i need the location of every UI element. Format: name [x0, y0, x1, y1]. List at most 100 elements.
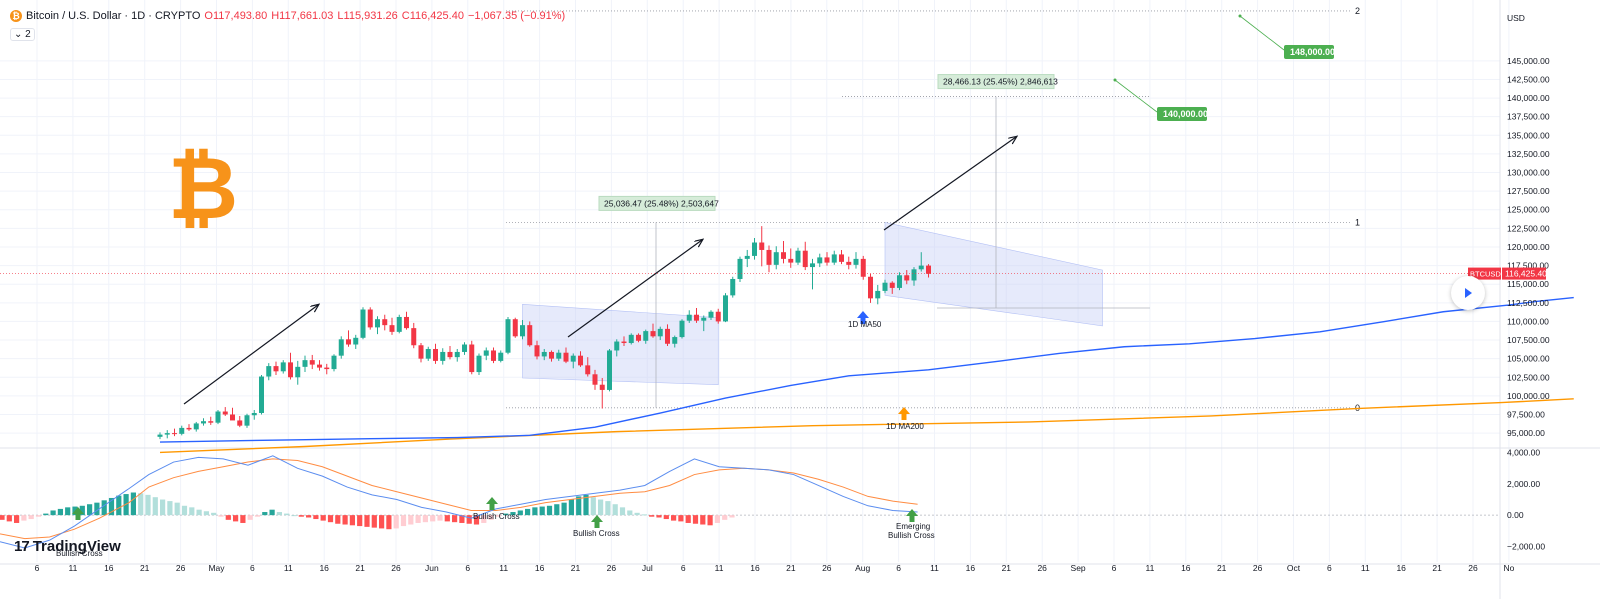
candle-body	[824, 257, 830, 263]
macd-line	[0, 455, 918, 549]
bullish-cross-arrow	[486, 497, 498, 510]
macd-histogram-bar	[196, 509, 202, 516]
candle-body	[701, 317, 707, 321]
symbol-title[interactable]: Bitcoin / U.S. Dollar · 1D · CRYPTO	[26, 10, 201, 22]
macd-histogram-bar	[28, 515, 34, 520]
macd-histogram-bar	[692, 515, 699, 524]
candle-body	[578, 355, 583, 366]
candle-body	[715, 311, 721, 322]
macd-histogram-bar	[276, 512, 282, 516]
macd-signal-line	[0, 458, 918, 540]
price-tick-label: 130,000.00	[1507, 168, 1550, 178]
macd-histogram-bar	[94, 502, 100, 516]
time-tick-label: Oct	[1287, 563, 1301, 573]
time-tick-label: Aug	[855, 563, 870, 573]
symbol-tag	[1468, 267, 1501, 280]
candle-body	[331, 355, 337, 370]
candle-body	[744, 255, 750, 259]
trend-arrow	[883, 137, 1016, 231]
macd-histogram-bar	[619, 507, 626, 516]
time-tick-label: 6	[1327, 563, 1332, 573]
macd-histogram-bar	[437, 515, 443, 521]
ohlc-high: H117,661.03	[271, 10, 334, 22]
ma50-label: 1D MA50	[848, 320, 882, 329]
macd-histogram-bar	[6, 515, 12, 522]
macd-histogram-bar	[598, 499, 604, 516]
candle-body	[527, 325, 533, 346]
macd-histogram-bar	[525, 508, 531, 516]
bullish-cross-arrow	[72, 507, 84, 520]
candle-body	[657, 328, 663, 337]
time-tick-label: 16	[104, 563, 114, 573]
scroll-to-realtime-button[interactable]	[1451, 276, 1485, 310]
candle-body	[904, 275, 910, 281]
candle-body	[251, 413, 257, 416]
bullish-cross-label: Bullish Cross	[473, 512, 520, 521]
target-price-label: 140,000.00	[1163, 109, 1208, 119]
macd-histogram-bar	[284, 513, 290, 516]
macd-histogram-bar	[43, 513, 49, 516]
bitcoin-logo-icon: ₿	[168, 141, 238, 237]
candle-body	[723, 295, 728, 322]
macd-histogram-bar	[554, 504, 560, 516]
time-tick-label: 11	[715, 563, 724, 573]
candle-body	[230, 414, 235, 421]
time-tick-label: 11	[1145, 563, 1154, 573]
macd-histogram-bar	[627, 510, 633, 516]
candle-body	[469, 344, 475, 373]
price-tick-label: 132,500.00	[1507, 149, 1550, 159]
candle-body	[541, 351, 547, 357]
macd-histogram-bar	[50, 510, 56, 516]
time-tick-label: Jun	[425, 563, 439, 573]
bullish-cross-label: Bullish Cross	[888, 531, 935, 540]
macd-histogram-bar	[452, 515, 458, 523]
candle-body	[382, 319, 388, 326]
macd-histogram-bar	[605, 501, 611, 516]
macd-histogram-bar	[503, 513, 509, 516]
macd-histogram-bar	[79, 505, 85, 516]
bullish-cross-label: Bullish Cross	[573, 529, 620, 538]
symbol-header: ₿ Bitcoin / U.S. Dollar · 1D · CRYPTO O1…	[10, 10, 565, 22]
indicator-count: 2	[25, 29, 31, 40]
candle-body	[222, 411, 228, 415]
macd-histogram-bar	[108, 497, 115, 516]
symbol-tag-label: BTCUSD	[1470, 270, 1501, 279]
macd-histogram-bar	[481, 515, 487, 523]
time-tick-label: 21	[571, 563, 581, 573]
ma50-arrow	[857, 311, 869, 324]
macd-histogram-bar	[313, 515, 319, 520]
macd-histogram-bar	[517, 510, 523, 516]
macd-histogram-bar	[379, 515, 385, 529]
macd-histogram-bar	[386, 515, 392, 530]
collapse-indicators-button[interactable]: ⌄ 2	[10, 28, 35, 41]
macd-histogram-bar	[101, 500, 107, 516]
candle-body	[810, 263, 815, 268]
candle-body	[585, 365, 591, 375]
macd-histogram-bar	[116, 495, 122, 516]
tradingview-logo: 17 TradingView	[14, 538, 121, 555]
macd-histogram-bar	[656, 515, 662, 518]
time-tick-label: 16	[750, 563, 760, 573]
time-tick-label: 21	[1002, 563, 1012, 573]
macd-histogram-bar	[225, 515, 231, 520]
macd-histogram-bar	[240, 515, 246, 523]
time-tick-label: 21	[1217, 563, 1227, 573]
candle-body	[621, 341, 627, 344]
time-tick-label: 26	[1253, 563, 1263, 573]
macd-histogram-bar	[306, 515, 312, 518]
candle-body	[839, 254, 844, 262]
candle-body	[498, 352, 504, 361]
time-tick-label: 6	[1112, 563, 1117, 573]
price-tick-label: 120,000.00	[1507, 242, 1550, 252]
candle-body	[179, 427, 185, 434]
price-tick-label: 102,500.00	[1507, 372, 1550, 382]
price-tick-label: 145,000.00	[1507, 56, 1550, 66]
candle-body	[795, 250, 801, 263]
candle-body	[665, 328, 670, 344]
macd-histogram-bar	[488, 515, 494, 520]
candle-body	[592, 374, 598, 385]
candle-body	[433, 348, 438, 361]
price-tick-label: 115,000.00	[1507, 279, 1549, 289]
candle-body	[367, 309, 373, 328]
